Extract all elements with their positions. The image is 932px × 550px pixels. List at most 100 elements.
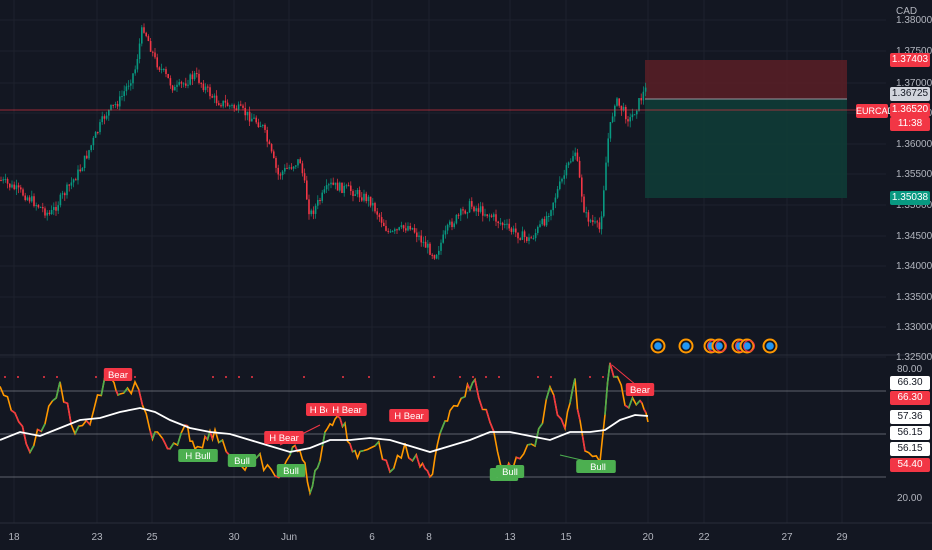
take-profit-zone[interactable]: [645, 99, 847, 198]
candle-body: [86, 155, 88, 159]
rsi-segment: [25, 443, 31, 453]
candle-body: [473, 206, 475, 212]
candle-body: [312, 210, 315, 214]
candle-body: [361, 197, 363, 201]
candle-body: [224, 100, 227, 103]
time-tick-label: 29: [836, 532, 848, 543]
candle-body: [614, 105, 616, 117]
price-axis-label: 1.36725: [890, 87, 930, 101]
rsi-segment: [255, 453, 261, 459]
candle-body: [398, 227, 400, 230]
candle-body: [209, 87, 211, 97]
time-axis[interactable]: 18 23 25 30 Jun 6 8 13 15 20 22 27 29: [0, 522, 932, 543]
candle-body: [411, 228, 414, 230]
candle-body: [143, 27, 145, 33]
candle-body: [97, 132, 99, 134]
candle-body: [13, 184, 15, 190]
candle-body: [114, 103, 117, 105]
rsi-segment: [21, 426, 28, 444]
candle-body: [158, 67, 161, 70]
candle-body: [246, 111, 249, 116]
candle-body: [136, 59, 139, 70]
candle-body: [286, 167, 288, 169]
candle-body: [163, 69, 165, 71]
candle-body: [110, 104, 112, 110]
economic-event-icon[interactable]: [739, 338, 755, 354]
candle-body: [211, 96, 213, 98]
time-tick-label: 18: [8, 532, 20, 543]
candle-body: [482, 206, 484, 216]
rsi-segment: [161, 438, 166, 444]
candle-body: [545, 216, 548, 226]
rsi-segment: [426, 470, 431, 478]
economic-event-icon[interactable]: [678, 338, 694, 354]
candle-body: [328, 184, 330, 186]
candle-body: [44, 208, 46, 216]
candle-body: [64, 193, 66, 196]
stop-loss-zone[interactable]: [645, 60, 847, 99]
candle-body: [288, 167, 290, 169]
candle-body: [592, 220, 594, 223]
indicator-tick-label: 20.00: [897, 493, 922, 504]
pivot-dot: [212, 376, 214, 378]
indicator-axis[interactable]: 80.00 20.00: [897, 364, 922, 504]
rsi-segment: [635, 400, 641, 406]
candle-body: [627, 119, 629, 122]
rsi-segment: [389, 467, 395, 473]
rsi-segment: [169, 442, 175, 450]
candle-body: [149, 41, 152, 52]
rsi-segment: [309, 485, 314, 494]
candle-body: [72, 179, 75, 183]
economic-event-icon[interactable]: [650, 338, 666, 354]
candle-body: [409, 226, 411, 230]
candle-body: [28, 197, 31, 202]
price-axis-label: 1.37403: [890, 53, 930, 67]
candle-body: [46, 212, 48, 216]
economic-events-row[interactable]: [650, 338, 778, 354]
economic-event-icon[interactable]: [711, 338, 727, 354]
price-tick-label: 1.34000: [896, 261, 932, 272]
candle-body: [15, 185, 18, 190]
candle-body: [308, 199, 310, 215]
rsi-segment: [55, 381, 61, 399]
time-tick-label: 15: [560, 532, 572, 543]
indicator-axis-label: 57.36: [890, 410, 930, 424]
pivot-dot: [498, 376, 500, 378]
bear-divergence-label: H Bear: [327, 403, 367, 416]
candle-body: [119, 96, 121, 107]
candle-body: [339, 182, 341, 191]
time-tick-label: 27: [781, 532, 793, 543]
svg-text:H Bear: H Bear: [394, 411, 424, 422]
time-tick-label: 8: [426, 532, 432, 543]
candle-body: [440, 242, 442, 251]
bull-divergence-label: Bull: [583, 460, 613, 473]
candle-body: [112, 104, 114, 106]
candle-body: [499, 222, 502, 224]
candle-body: [191, 74, 194, 80]
candle-body: [449, 221, 451, 225]
price-axis[interactable]: 1.380001.375001.370001.365001.360001.355…: [896, 15, 932, 363]
candle-body: [363, 193, 365, 201]
candle-body: [453, 223, 455, 228]
economic-event-icon[interactable]: [762, 338, 778, 354]
candle-body: [611, 116, 614, 123]
candle-body: [589, 220, 592, 222]
price-axis-label: 1.35038: [890, 191, 930, 205]
pivot-dot: [459, 376, 461, 378]
candle-body: [204, 86, 207, 91]
rsi-segment: [415, 454, 421, 468]
rsi-segment: [164, 442, 169, 449]
pivot-dot: [134, 376, 136, 378]
candle-body: [534, 232, 537, 239]
pivot-dot: [485, 376, 487, 378]
candle-body: [442, 234, 444, 243]
svg-text:Bull: Bull: [502, 467, 518, 478]
price-tick-label: 1.35000: [896, 200, 932, 211]
position-zones[interactable]: [645, 60, 847, 198]
candle-body: [257, 122, 260, 128]
candle-body: [488, 215, 491, 217]
candle-body: [218, 103, 220, 106]
